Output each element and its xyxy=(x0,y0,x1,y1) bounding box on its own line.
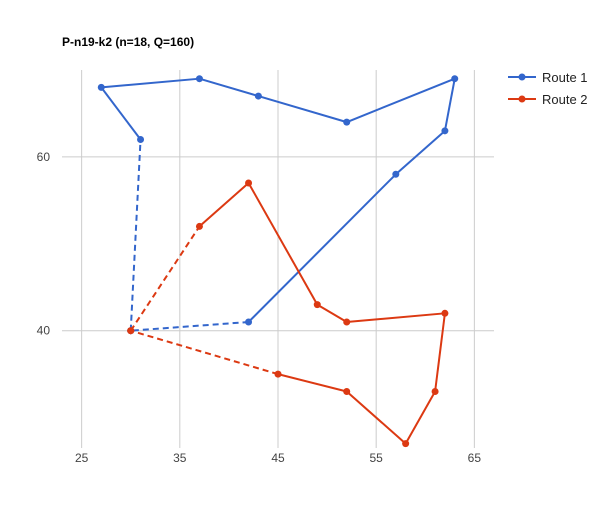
route-segment xyxy=(346,390,407,445)
route-point xyxy=(343,388,351,396)
route-segment xyxy=(346,77,456,124)
route-segment xyxy=(247,182,319,306)
route-point xyxy=(343,318,351,326)
y-tick-label: 40 xyxy=(37,324,51,338)
legend-swatch-dot xyxy=(518,73,526,81)
route-point xyxy=(137,136,145,144)
axis-ticks: 25 35 45 55 65 40 60 xyxy=(37,150,482,465)
route-segment xyxy=(316,303,348,323)
route-segment xyxy=(129,139,142,331)
route-point xyxy=(343,118,351,126)
route-segment xyxy=(346,312,445,323)
route-segment xyxy=(395,130,446,176)
route-point xyxy=(127,327,135,335)
route-segment xyxy=(100,86,142,141)
route-segment xyxy=(130,329,279,376)
route-point xyxy=(431,388,439,396)
route-segment xyxy=(247,173,397,323)
route-point xyxy=(441,309,449,317)
route-segment xyxy=(130,321,249,332)
route-2-series xyxy=(127,179,449,448)
route-segment xyxy=(198,182,250,228)
route-point xyxy=(392,170,400,178)
legend-item-route-1[interactable]: Route 1 xyxy=(508,70,588,85)
route-segment xyxy=(101,77,200,89)
route-point xyxy=(195,75,203,83)
grid xyxy=(62,70,494,448)
route-point xyxy=(245,318,253,326)
series-layer xyxy=(97,75,459,448)
x-tick-label: 45 xyxy=(271,451,285,465)
legend-label: Route 1 xyxy=(542,70,588,85)
route-point xyxy=(254,92,262,100)
legend-label: Route 2 xyxy=(542,92,588,107)
route-point xyxy=(195,222,203,230)
route-segment xyxy=(258,95,348,124)
route-segment xyxy=(404,391,436,445)
chart-title: P-n19-k2 (n=18, Q=160) xyxy=(62,35,194,49)
route-segment xyxy=(443,78,456,132)
route-point xyxy=(245,179,253,187)
y-tick-label: 60 xyxy=(37,150,51,164)
route-segment xyxy=(199,77,259,98)
route-point xyxy=(441,127,449,135)
route-segment xyxy=(129,225,201,332)
route-point xyxy=(274,370,282,378)
route-1-series xyxy=(97,75,459,335)
route-point xyxy=(402,440,410,448)
route-point xyxy=(451,75,459,83)
legend-swatch-dot xyxy=(518,95,526,103)
route-point xyxy=(97,83,105,91)
route-point xyxy=(313,301,321,309)
x-tick-label: 35 xyxy=(173,451,187,465)
x-tick-label: 25 xyxy=(75,451,89,465)
route-segment xyxy=(277,373,347,393)
route-segment xyxy=(434,313,446,392)
x-tick-label: 55 xyxy=(370,451,384,465)
legend[interactable]: Route 1 Route 2 xyxy=(508,70,588,107)
x-tick-label: 65 xyxy=(468,451,482,465)
legend-item-route-2[interactable]: Route 2 xyxy=(508,92,588,107)
